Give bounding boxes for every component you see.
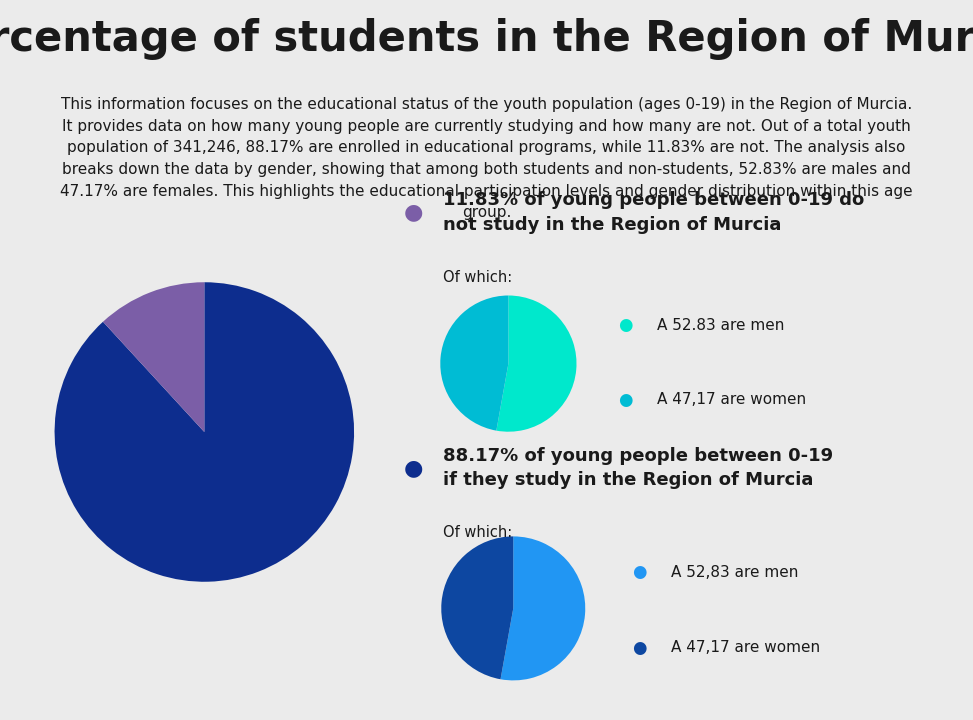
Text: A 52.83 are men: A 52.83 are men (657, 318, 784, 333)
Text: A 47,17 are women: A 47,17 are women (671, 641, 820, 655)
Text: ●: ● (618, 316, 632, 334)
Wedge shape (500, 536, 585, 680)
Text: Percentage of students in the Region of Murcia: Percentage of students in the Region of … (0, 18, 973, 60)
Text: This information focuses on the educational status of the youth population (ages: This information focuses on the educatio… (60, 97, 913, 220)
Text: ●: ● (632, 563, 647, 582)
Text: A 52,83 are men: A 52,83 are men (671, 565, 799, 580)
Text: Of which:: Of which: (443, 526, 512, 540)
Text: ●: ● (632, 639, 647, 657)
Wedge shape (54, 282, 354, 582)
Text: 88.17% of young people between 0-19
if they study in the Region of Murcia: 88.17% of young people between 0-19 if t… (443, 447, 833, 489)
Wedge shape (103, 282, 204, 432)
Wedge shape (442, 536, 514, 679)
Text: ●: ● (404, 202, 423, 222)
Text: ●: ● (618, 390, 632, 409)
Wedge shape (441, 295, 509, 431)
Text: A 47,17 are women: A 47,17 are women (657, 392, 806, 407)
Text: Of which:: Of which: (443, 270, 512, 284)
Text: ●: ● (404, 458, 423, 478)
Wedge shape (496, 295, 576, 432)
Text: 11.83% of young people between 0-19 do
not study in the Region of Murcia: 11.83% of young people between 0-19 do n… (443, 192, 864, 233)
